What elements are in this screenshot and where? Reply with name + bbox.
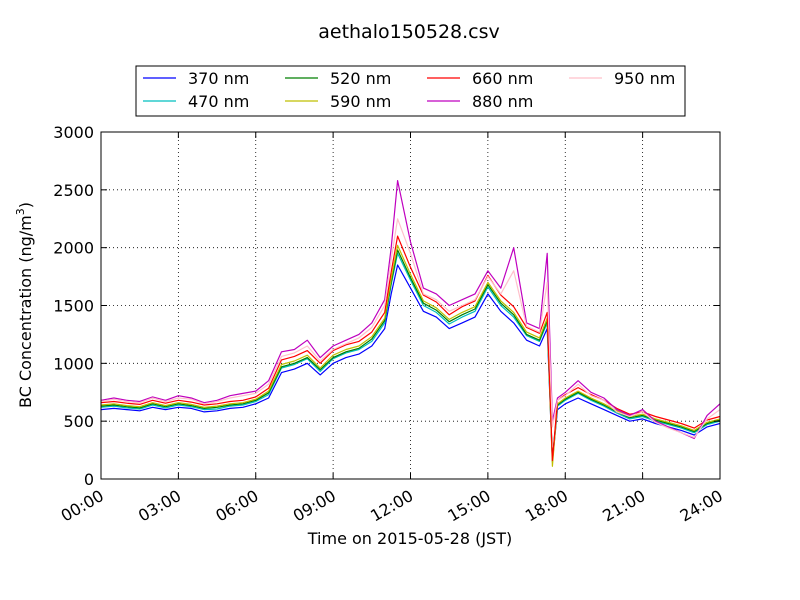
y-axis-label: BC Concentration (ng/m3): [14, 202, 35, 408]
y-tick-label: 0: [84, 470, 94, 489]
grid: [101, 132, 720, 479]
y-tick-label: 1000: [53, 354, 94, 373]
x-tick-label: 18:00: [522, 486, 571, 526]
ticks: [100, 131, 721, 480]
x-tick-label: 03:00: [135, 486, 184, 526]
legend-label-880-nm: 880 nm: [472, 92, 533, 111]
x-tick-label: 24:00: [677, 486, 726, 526]
legend-label-950-nm: 950 nm: [614, 69, 675, 88]
legend: 370 nm 470 nm 520 nm 590 nm 660 nm 880 nm 950 …: [135, 65, 686, 117]
x-tick-label: 06:00: [212, 486, 261, 526]
y-axis-label-sup: 3: [14, 208, 27, 215]
legend-label-520-nm: 520 nm: [330, 69, 391, 88]
legend-box: [135, 65, 686, 117]
series-line-470-nm: [100, 252, 721, 462]
y-tick-label: 2500: [53, 181, 94, 200]
x-tick-label: 15:00: [444, 486, 493, 526]
series-line-590-nm: [100, 244, 721, 467]
legend-label-590-nm: 590 nm: [330, 92, 391, 111]
series-line-370-nm: [100, 264, 721, 463]
y-tick-label: 1500: [53, 297, 94, 316]
y-tick-label: 500: [63, 412, 94, 431]
legend-label-370-nm: 370 nm: [188, 69, 249, 88]
y-tick-label: 2000: [53, 239, 94, 258]
legend-label-470-nm: 470 nm: [188, 92, 249, 111]
y-axis-label-text: BC Concentration (ng/m: [16, 215, 35, 408]
series-layer: [100, 180, 721, 467]
tick-labels: 00:00 03:00 06:00 09:00 12:00 15:00 18:00 21:00…: [53, 123, 726, 526]
series-line-880-nm: [100, 180, 721, 440]
x-tick-label: 00:00: [58, 486, 107, 526]
x-axis-label: Time on 2015-05-28 (JST): [307, 529, 512, 548]
y-axis-label-close: ): [16, 202, 35, 208]
series-line-950-nm: [100, 218, 721, 438]
x-tick-label: 12:00: [367, 486, 416, 526]
series-line-520-nm: [100, 249, 721, 460]
x-tick-label: 21:00: [599, 486, 648, 526]
chart-title: aethalo150528.csv: [318, 21, 500, 43]
legend-label-660-nm: 660 nm: [472, 69, 533, 88]
x-tick-label: 09:00: [290, 486, 339, 526]
y-tick-label: 3000: [53, 123, 94, 142]
